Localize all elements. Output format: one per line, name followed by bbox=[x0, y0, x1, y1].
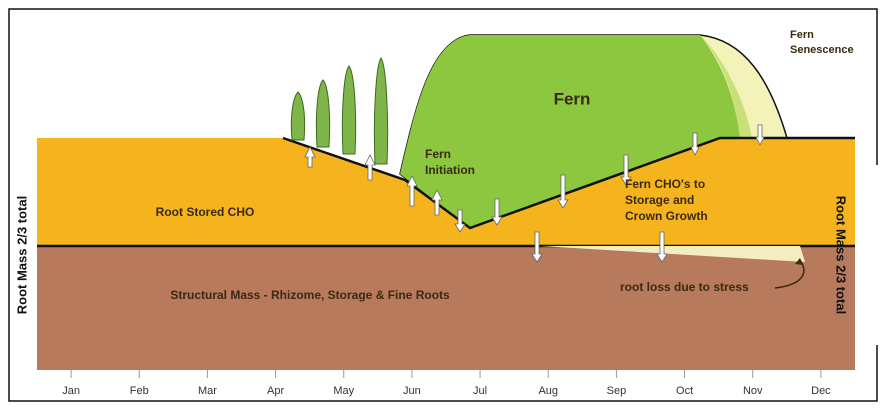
fern-senescence-label: Senescence bbox=[790, 44, 854, 56]
month-label: May bbox=[333, 385, 354, 397]
month-label: Jan bbox=[62, 385, 80, 397]
month-label: Nov bbox=[743, 385, 763, 397]
fern-label: Fern bbox=[554, 89, 591, 108]
root-loss-label: root loss due to stress bbox=[620, 280, 749, 294]
month-label: Apr bbox=[267, 385, 284, 397]
side-label-box bbox=[858, 165, 878, 345]
month-label: Jun bbox=[403, 385, 421, 397]
month-label: Jul bbox=[473, 385, 487, 397]
structural-label: Structural Mass - Rhizome, Storage & Fin… bbox=[170, 288, 450, 302]
fern-cho-label: Fern CHO's to bbox=[625, 177, 705, 191]
month-label: Sep bbox=[607, 385, 627, 397]
root-stored-label: Root Stored CHO bbox=[156, 205, 255, 219]
root-mass-left: Root Mass 2/3 total bbox=[14, 196, 29, 314]
month-label: Dec bbox=[811, 385, 831, 397]
fern-cho-label: Crown Growth bbox=[625, 209, 708, 223]
root-mass-right: Root Mass 2/3 total bbox=[834, 196, 849, 314]
fern-initiation-label: Initiation bbox=[425, 163, 475, 177]
fern-initiation-label: Fern bbox=[425, 147, 451, 161]
fern-senescence-label: Fern bbox=[790, 29, 814, 41]
diagram: Root Mass 2/3 total Root Mass 2/3 total … bbox=[0, 0, 886, 411]
fern-cho-label: Storage and bbox=[625, 193, 694, 207]
month-label: Mar bbox=[198, 385, 217, 397]
month-label: Oct bbox=[676, 385, 693, 397]
month-label: Feb bbox=[130, 385, 149, 397]
month-label: Aug bbox=[538, 385, 558, 397]
structural-band bbox=[37, 246, 855, 370]
